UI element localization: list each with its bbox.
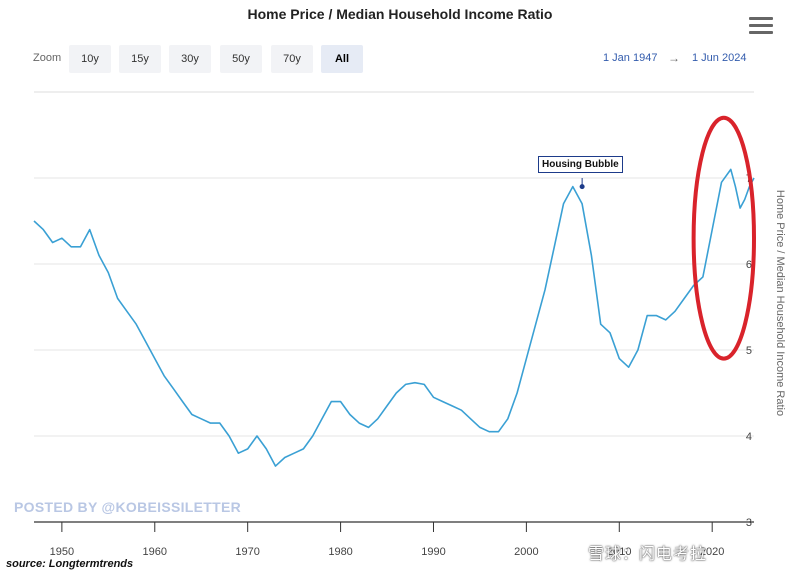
y-tick-label: 3 (746, 517, 752, 529)
x-tick-label: 2010 (607, 546, 631, 558)
zoom-50y-button[interactable]: 50y (220, 45, 262, 73)
chart-title: Home Price / Median Household Income Rat… (247, 6, 553, 22)
x-tick-label: 1950 (50, 546, 74, 558)
housing-bubble-annotation: Housing Bubble (538, 156, 623, 173)
x-tick-label: 2000 (514, 546, 538, 558)
x-tick-label: 1970 (235, 546, 259, 558)
image-watermark: 雪球：闪电考拉 (588, 546, 708, 563)
highlight-ellipse (691, 115, 757, 361)
range-arrow: → (668, 51, 680, 65)
zoom-label: Zoom (33, 52, 62, 64)
x-tick-label: 1960 (143, 546, 167, 558)
y-axis-title: Home Price / Median Household Income Rat… (774, 189, 786, 416)
posted-by-watermark: POSTED BY @KOBEISSILETTER (14, 499, 242, 515)
zoom-70y-button[interactable]: 70y (271, 45, 313, 73)
y-tick-label: 4 (746, 431, 752, 443)
x-tick-label: 2020 (700, 546, 724, 558)
hamburger-menu-icon[interactable] (749, 17, 773, 37)
zoom-all-button[interactable]: All (321, 45, 363, 73)
x-tick-label: 1990 (421, 546, 445, 558)
annotation-marker (579, 184, 585, 190)
series-line (33, 168, 755, 467)
source-note: source: Longtermtrends (6, 558, 134, 570)
range-from[interactable]: 1 Jan 1947 (603, 52, 658, 64)
x-tick-label: 1980 (328, 546, 352, 558)
zoom-15y-button[interactable]: 15y (119, 45, 161, 73)
zoom-10y-button[interactable]: 10y (69, 45, 111, 73)
y-tick-label: 6 (746, 259, 752, 271)
range-to[interactable]: 1 Jun 2024 (692, 52, 747, 64)
zoom-30y-button[interactable]: 30y (169, 45, 211, 73)
y-tick-label: 5 (746, 345, 752, 357)
